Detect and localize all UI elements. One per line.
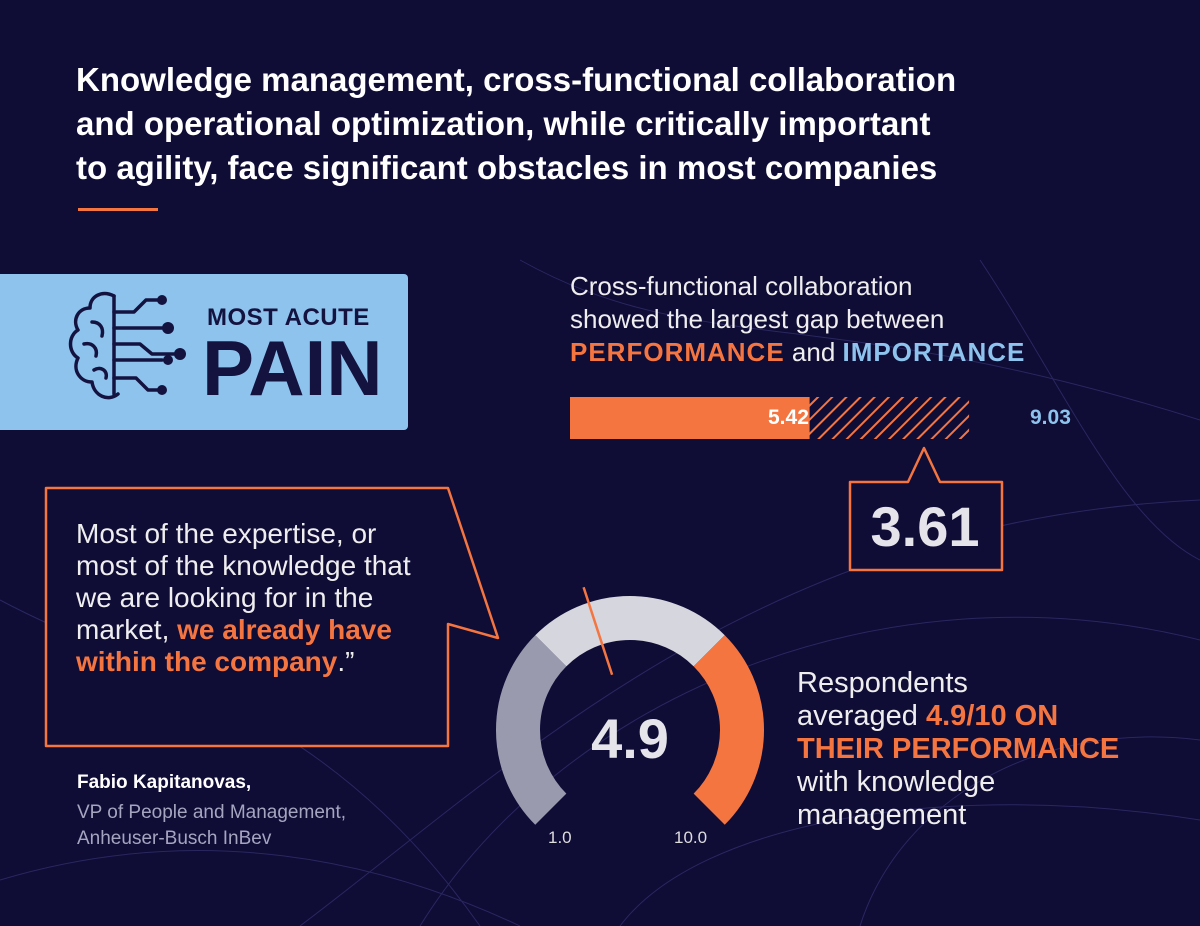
gap-line: showed the largest gap between (570, 304, 945, 334)
gauge-value: 4.9 (591, 707, 669, 770)
importance-word: IMPORTANCE (842, 337, 1026, 367)
gauge-max-label: 10.0 (674, 828, 708, 847)
gap-bar-chart (570, 397, 970, 439)
pain-kicker: MOST ACUTE (207, 304, 370, 331)
importance-value-label: 9.03 (1030, 406, 1071, 429)
brain-circuit-icon (68, 291, 186, 400)
quote-text: Most of the expertise, or most of the kn… (76, 518, 436, 678)
gauge-segment-low (496, 635, 567, 825)
respondents-text: Respondents averaged 4.9/10 ON THEIR PER… (797, 667, 1127, 832)
gap-description: Cross-functional collaboration showed th… (570, 270, 1090, 369)
attribution-name: Fabio Kapitanovas, (77, 772, 252, 793)
respondents-line: averaged 4.9/10 ON (797, 700, 1127, 733)
gap-value: 3.61 (870, 495, 980, 558)
pain-word: PAIN (202, 324, 383, 412)
quote-bubble (44, 486, 500, 748)
headline-line: and operational optimization, while crit… (76, 105, 931, 142)
pain-badge: MOST ACUTE PAIN (0, 274, 408, 430)
respondents-line: with knowledge (797, 766, 996, 798)
headline-line: to agility, face significant obstacles i… (76, 149, 938, 186)
performance-bar (570, 397, 810, 439)
headline-underline (78, 208, 158, 211)
gap-line: Cross-functional collaboration (570, 271, 913, 301)
headline-line: Knowledge management, cross-functional c… (76, 61, 957, 98)
quote-tail: .” (337, 646, 355, 677)
gauge-min-label: 1.0 (548, 828, 572, 847)
quote-highlight: we already have within the company (76, 614, 392, 677)
quote-lead: Most of the expertise, or most of the kn… (76, 518, 411, 645)
attribution-role: VP of People and Management, (77, 802, 347, 823)
gauge-segment-mid (535, 596, 725, 667)
gauge-segment-high (693, 635, 764, 825)
respondents-line: Respondents (797, 667, 968, 699)
gap-line-legend: PERFORMANCE and IMPORTANCE (570, 336, 1090, 369)
performance-gauge (496, 586, 764, 825)
performance-word: PERFORMANCE (570, 337, 785, 367)
connector-word: and (784, 337, 843, 367)
respondents-highlight: 4.9/10 ON (926, 700, 1059, 732)
respondents-lead: averaged (797, 700, 926, 732)
performance-value-label: 5.42 (768, 406, 809, 429)
gap-callout-box (848, 446, 1004, 572)
respondents-highlight: THEIR PERFORMANCE (797, 733, 1120, 765)
headline: Knowledge management, cross-functional c… (76, 58, 1136, 190)
respondents-line: management (797, 799, 967, 831)
attribution-company: Anheuser-Busch InBev (77, 828, 272, 849)
gauge-needle (582, 586, 614, 676)
